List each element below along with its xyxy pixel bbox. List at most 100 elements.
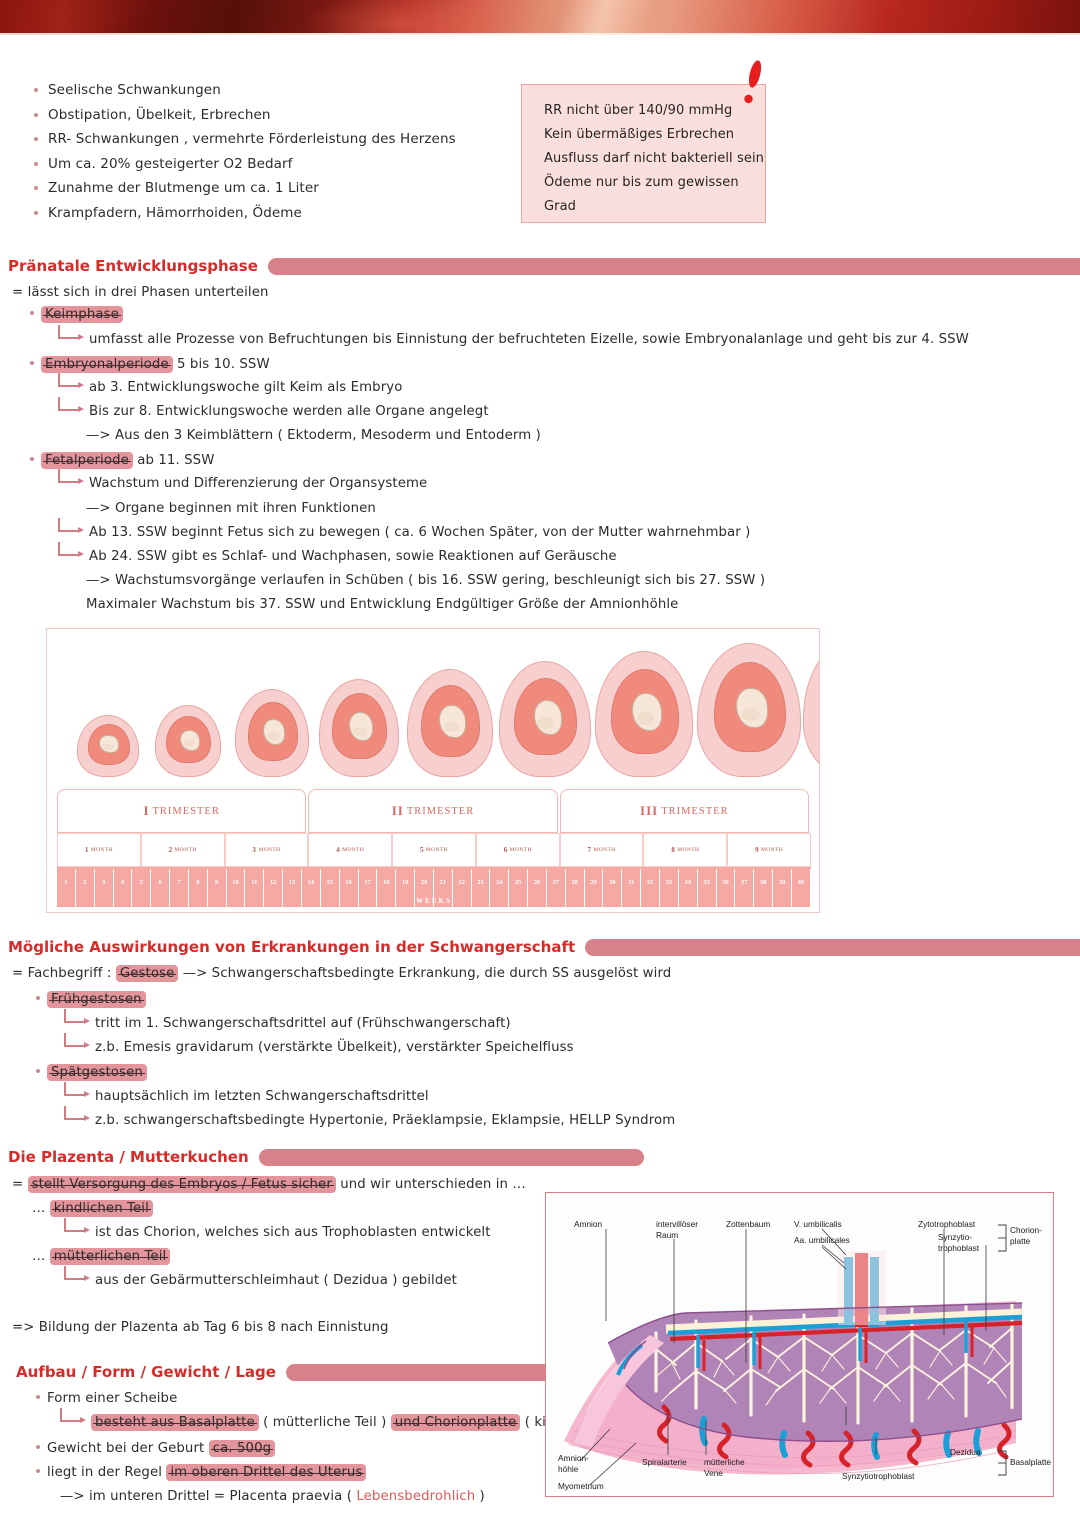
- fetus-stage: [595, 651, 693, 777]
- week-cell: 7: [170, 869, 189, 907]
- heading-bar: [258, 1148, 644, 1166]
- list-item: Obstipation, Übelkeit, Erbrechen: [34, 103, 514, 128]
- term-spaetgestosen: Spätgestosen: [47, 1064, 147, 1081]
- corner-arrow-icon: [64, 1217, 90, 1238]
- detail-post: ): [475, 1489, 485, 1504]
- section-title: Mögliche Auswirkungen von Erkrankungen i…: [8, 938, 576, 956]
- month-label: MONTH: [425, 847, 449, 853]
- week-cell: 40: [792, 869, 811, 907]
- week-cell: 22: [453, 869, 472, 907]
- week-cell: 20: [415, 869, 434, 907]
- trimester-label: TRIMESTER: [406, 805, 475, 817]
- bullet-dot: [36, 1069, 40, 1073]
- bullet-dot: [34, 112, 38, 117]
- trimester-label: TRIMESTER: [152, 805, 220, 817]
- week-cell: 18: [377, 869, 397, 907]
- week-cell: 12: [264, 869, 284, 907]
- fetus-stage: [319, 679, 399, 777]
- corner-arrow-icon: [64, 1105, 90, 1126]
- week-cell: 35: [698, 869, 717, 907]
- label-zottenbaum: Zottenbaum: [726, 1219, 770, 1229]
- week-cell: 32: [641, 869, 660, 907]
- label-aa-umbilicales: Aa. umbilicales: [794, 1235, 850, 1245]
- list-item-label: Seelische Schwankungen: [48, 82, 221, 98]
- detail-text: Ab 24. SSW gibt es Schlaf- und Wachphase…: [89, 549, 617, 564]
- month-cell: 2 MONTH: [140, 833, 225, 867]
- intro-post: und wir unterschieden in …: [335, 1177, 526, 1192]
- list-item: Seelische Schwankungen: [34, 78, 514, 103]
- bullet-dot: [30, 311, 34, 315]
- banner-glow: [300, 0, 500, 33]
- bullet-dot: [34, 88, 38, 92]
- aufbau-bullet-2: Gewicht bei der Geburt ca. 500g: [36, 1440, 276, 1458]
- label-myometrium: Myometrium: [558, 1481, 604, 1491]
- embryonal-detail-3: —> Aus den 3 Keimblättern ( Ektoderm, Me…: [86, 428, 541, 443]
- praenatale-intro: = lässt sich in drei Phasen unterteilen: [12, 285, 269, 300]
- week-cell: 30: [603, 869, 623, 907]
- label-synzytio: Synzytio-: [938, 1232, 972, 1242]
- list-item-label: Obstipation, Übelkeit, Erbrechen: [48, 106, 271, 123]
- week-cell: 4: [114, 869, 133, 907]
- week-cell: 9: [208, 869, 227, 907]
- fetal-detail-2: —> Organe beginnen mit ihren Funktionen: [86, 501, 376, 516]
- label-raum: Raum: [656, 1230, 678, 1240]
- weeks-row: 1 2 3 4 5 6 7 8 9 10 11 12 13 14 15 16 17 18 19 20 21 22 23 24 2…: [57, 867, 811, 907]
- label-vene: Vene: [704, 1468, 723, 1478]
- detail-text: z.b. schwangerschaftsbedingte Hypertonie…: [95, 1113, 676, 1128]
- trimester-cell: I TRIMESTER: [57, 789, 307, 833]
- month-number: 8: [671, 846, 676, 854]
- trimester-roman: II: [391, 803, 404, 818]
- list-item-label: Zunahme der Blutmenge um ca. 1 Liter: [48, 180, 319, 196]
- praenatale-keimphase-detail: umfasst alle Prozesse von Befruchtungen …: [58, 324, 969, 349]
- trimester-cell: III TRIMESTER: [559, 789, 809, 833]
- detail-text: Wachstum und Differenzierung der Organsy…: [89, 476, 428, 491]
- week-cell: 8: [189, 869, 208, 907]
- label-v-umbilicalis: V. umbilicalis: [794, 1219, 842, 1229]
- heading-bar: [285, 1363, 586, 1381]
- term-keimphase: Keimphase: [41, 306, 123, 323]
- corner-arrow-icon: [64, 1008, 90, 1029]
- week-cell: 1: [57, 869, 76, 907]
- muetterlicher-teil-line: … mütterlichen Teil: [32, 1248, 171, 1266]
- term-fruehgestosen: Frühgestosen: [47, 991, 146, 1008]
- week-cell: 13: [283, 869, 302, 907]
- week-cell: 11: [245, 869, 265, 907]
- bullet-text: Form einer Scheibe: [47, 1391, 178, 1406]
- fetus-stage: [499, 661, 591, 777]
- week-cell: 21: [434, 869, 453, 907]
- fetus-stage: [235, 689, 309, 777]
- week-cell: 26: [528, 869, 547, 907]
- weeks-axis-label: WEEKS: [416, 897, 452, 905]
- detail-text: Ab 13. SSW beginnt Fetus sich zu bewegen…: [89, 525, 751, 540]
- trimester-row: I TRIMESTER II TRIMESTER III TRIMESTER: [57, 789, 811, 833]
- callout-line: RR nicht über 140/90 mmHg: [544, 103, 733, 118]
- month-cell: 5 MONTH: [392, 833, 476, 867]
- month-number: 9: [755, 846, 759, 854]
- label-spiralarterie: Spiralarterie: [642, 1457, 687, 1467]
- label-amnion: Amnion: [574, 1219, 603, 1229]
- label-platte: platte: [1010, 1236, 1031, 1246]
- bullet-dot: [36, 1469, 40, 1473]
- fetal-detail-5: —> Wachstumsvorgänge verlaufen in Schübe…: [86, 573, 766, 588]
- week-cell: 2: [76, 869, 95, 907]
- aufbau-bullet-3: liegt in der Regel im oberen Drittel des…: [36, 1464, 367, 1482]
- month-number: 5: [419, 846, 424, 854]
- embryonal-detail-2: Bis zur 8. Entwicklungswoche werden alle…: [58, 396, 489, 421]
- list-item: RR- Schwankungen , vermehrte Förderleist…: [34, 127, 514, 152]
- month-number: 7: [587, 846, 592, 854]
- list-item-label: RR- Schwankungen , vermehrte Förderleist…: [48, 131, 456, 147]
- corner-arrow-icon: [58, 541, 84, 562]
- fetus-stage: [407, 669, 493, 777]
- term-muetterlicher-teil: mütterlichen Teil: [49, 1248, 171, 1265]
- kindlicher-teil-detail: ist das Chorion, welches sich aus Tropho…: [64, 1217, 491, 1242]
- callout-line: Kein übermäßiges Erbrechen: [544, 127, 735, 142]
- detail-text: hauptsächlich im letzten Schwangerschaft…: [95, 1089, 429, 1104]
- corner-arrow-icon: [58, 517, 84, 538]
- trimester-roman: I: [143, 803, 150, 818]
- month-number: 6: [503, 846, 508, 854]
- section-title: Aufbau / Form / Gewicht / Lage: [16, 1363, 276, 1381]
- corner-arrow-icon: [58, 372, 84, 393]
- fetus-stage: [155, 705, 221, 777]
- section-heading-plazenta: Die Plazenta / Mutterkuchen: [8, 1148, 644, 1166]
- corner-arrow-icon: [64, 1032, 90, 1053]
